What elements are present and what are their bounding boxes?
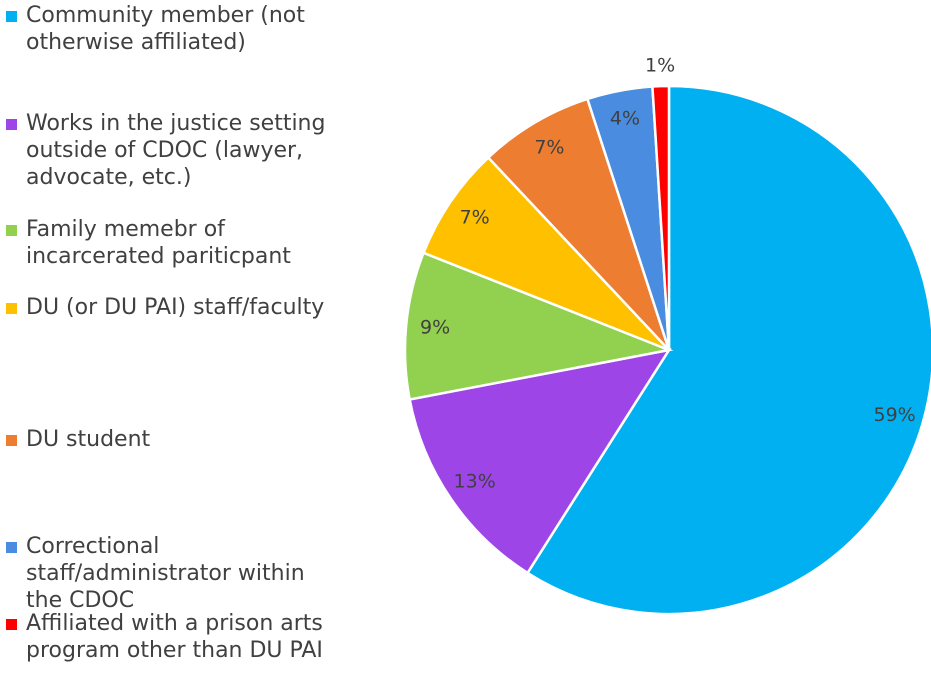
pie-slice — [525, 84, 931, 616]
pie-slice — [421, 155, 670, 352]
data-label: 7% — [460, 206, 490, 228]
legend-item: DU (or DU PAI) staff/faculty — [6, 294, 326, 321]
legend-label: Works in the justice setting outside of … — [26, 111, 326, 190]
legend-item: Family memebr of incarcerated pariticpan… — [6, 216, 326, 270]
legend-label: Correctional staff/administrator within … — [26, 534, 305, 613]
pie-slice — [408, 348, 672, 575]
legend-swatch — [6, 542, 17, 553]
legend-swatch — [6, 119, 17, 130]
legend-label: DU student — [26, 427, 151, 452]
data-label: 59% — [874, 404, 916, 426]
data-label: 1% — [645, 55, 675, 77]
pie-slice — [486, 97, 671, 351]
data-label: 9% — [420, 316, 450, 338]
legend-swatch — [6, 303, 17, 314]
legend-label: DU (or DU PAI) staff/faculty — [26, 295, 325, 320]
legend-swatch — [6, 619, 17, 630]
pie-slice — [403, 251, 674, 401]
legend-label: Affiliated with a prison arts program ot… — [26, 611, 323, 663]
legend-label: Family memebr of incarcerated pariticpan… — [26, 217, 291, 269]
data-label: 13% — [454, 471, 496, 493]
legend-item: Correctional staff/administrator within … — [6, 533, 326, 614]
legend-swatch — [6, 435, 17, 446]
legend-swatch — [6, 11, 17, 22]
data-label: 4% — [610, 108, 640, 130]
legend-label: Community member (not otherwise affiliat… — [26, 3, 305, 55]
legend-item: Community member (not otherwise affiliat… — [6, 2, 326, 56]
legend-item: DU student — [6, 426, 326, 453]
legend-item: Works in the justice setting outside of … — [6, 110, 326, 191]
legend-item: Affiliated with a prison arts program ot… — [6, 610, 326, 664]
legend-swatch — [6, 225, 17, 236]
pie-slice — [651, 84, 671, 351]
data-label: 7% — [534, 136, 564, 158]
